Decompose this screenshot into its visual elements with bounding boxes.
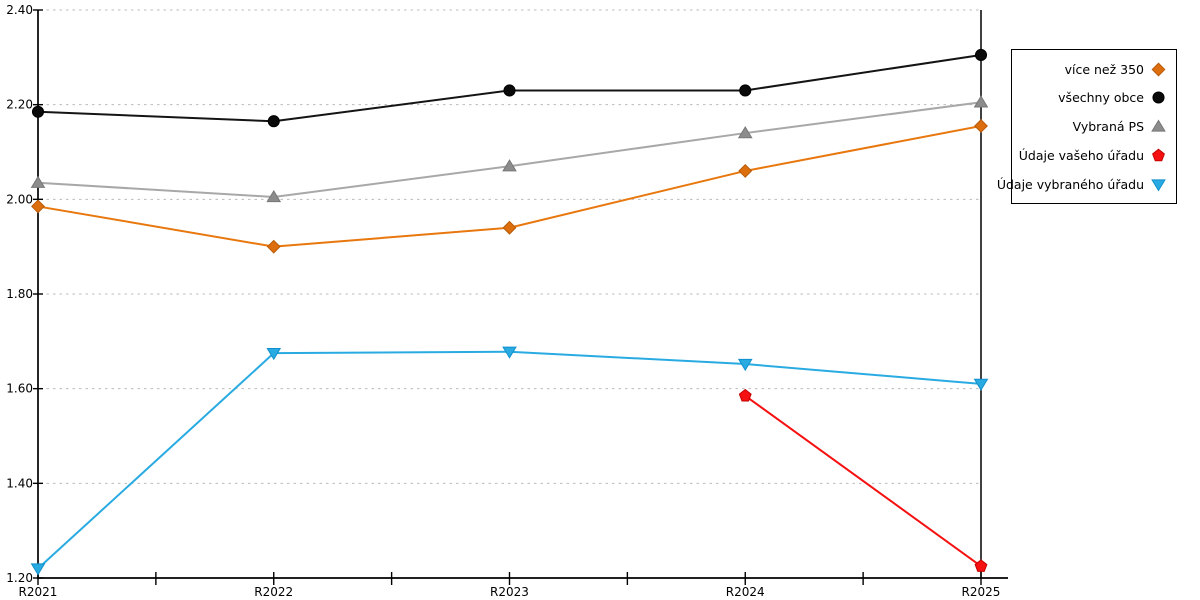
series--daje-va-eho-adu — [738, 388, 988, 572]
triangle-down-icon — [1150, 177, 1167, 192]
triangle-up-icon — [1150, 119, 1167, 134]
gridlines — [40, 9, 981, 484]
diamond-icon — [1150, 62, 1167, 77]
svg-text:2.00: 2.00 — [6, 192, 33, 206]
legend-label: více než 350 — [1064, 61, 1144, 77]
legend-item-udaje-vaseho-uradu: Údaje vašeho úřadu — [1018, 143, 1167, 167]
svg-text:R2025: R2025 — [962, 585, 1001, 599]
svg-text:1.60: 1.60 — [6, 382, 33, 396]
svg-text:2.20: 2.20 — [6, 98, 33, 112]
svg-text:R2021: R2021 — [19, 585, 58, 599]
x-axis-ticks: R2021 R2022 R2023 R2024 R2025 — [19, 572, 1001, 599]
series-v-ce-ne-350 — [31, 119, 988, 254]
svg-text:1.40: 1.40 — [6, 476, 33, 490]
svg-text:1.80: 1.80 — [6, 287, 33, 301]
legend: více než 350 všechny obce Vybraná PS Úda… — [997, 49, 1177, 204]
y-axis-ticks: 1.20 1.40 1.60 1.80 2.00 2.20 2.40 — [6, 3, 43, 585]
svg-text:R2023: R2023 — [490, 585, 529, 599]
series-vybran-ps — [30, 95, 989, 203]
legend-item-vybrana-ps: Vybraná PS — [1018, 115, 1167, 139]
circle-icon — [1150, 90, 1167, 105]
legend-item-vsechny-obce: všechny obce — [1018, 86, 1167, 110]
series--daje-vybran-ho-adu — [30, 346, 989, 576]
svg-text:2.40: 2.40 — [6, 3, 33, 17]
legend-label: Údaje vašeho úřadu — [1018, 147, 1144, 163]
series-v-echny-obce — [31, 48, 988, 128]
svg-text:R2022: R2022 — [254, 585, 293, 599]
legend-label: Údaje vybraného úřadu — [996, 176, 1144, 192]
svg-text:R2024: R2024 — [726, 585, 765, 599]
svg-text:1.20: 1.20 — [6, 571, 33, 585]
legend-label: všechny obce — [1058, 90, 1144, 106]
legend-item-vice-nez-350: více než 350 — [1018, 57, 1167, 81]
legend-label: Vybraná PS — [1072, 119, 1144, 134]
pentagon-icon — [1150, 148, 1167, 163]
legend-item-udaje-vybraneho-uradu: Údaje vybraného úřadu — [997, 172, 1167, 196]
